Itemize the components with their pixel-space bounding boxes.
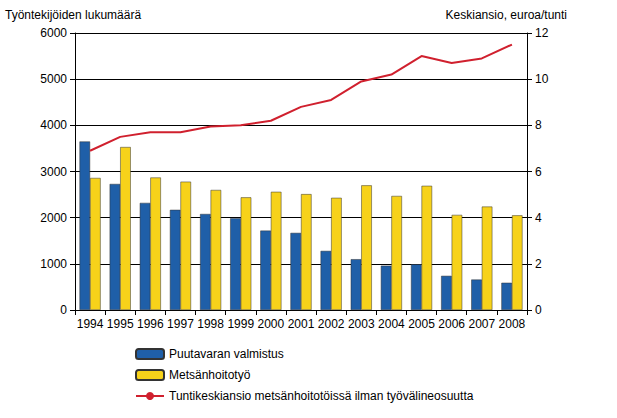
svg-text:Tuntikeskiansio metsänhoitotöi: Tuntikeskiansio metsänhoitotöissä ilman …	[169, 389, 474, 403]
svg-text:2004: 2004	[378, 317, 405, 331]
svg-text:1995: 1995	[107, 317, 134, 331]
svg-text:1994: 1994	[77, 317, 104, 331]
svg-text:1998: 1998	[197, 317, 224, 331]
svg-text:1996: 1996	[137, 317, 164, 331]
svg-text:Metsänhoitotyö: Metsänhoitotyö	[169, 368, 251, 382]
svg-text:0: 0	[60, 303, 67, 317]
svg-text:2000: 2000	[40, 211, 67, 225]
svg-text:Puutavaran valmistus: Puutavaran valmistus	[169, 347, 284, 361]
svg-text:4: 4	[535, 211, 542, 225]
svg-text:1999: 1999	[227, 317, 254, 331]
svg-text:1000: 1000	[40, 257, 67, 271]
svg-text:2005: 2005	[408, 317, 435, 331]
svg-text:8: 8	[535, 118, 542, 132]
svg-text:2001: 2001	[288, 317, 315, 331]
svg-text:6: 6	[535, 165, 542, 179]
svg-text:2002: 2002	[318, 317, 345, 331]
svg-text:1997: 1997	[167, 317, 194, 331]
svg-text:0: 0	[535, 303, 542, 317]
svg-text:2: 2	[535, 257, 542, 271]
svg-text:10: 10	[535, 72, 549, 86]
svg-text:5000: 5000	[40, 72, 67, 86]
svg-text:3000: 3000	[40, 165, 67, 179]
svg-text:2007: 2007	[468, 317, 495, 331]
svg-text:12: 12	[535, 26, 549, 40]
svg-text:Työntekijöiden lukumäärä: Työntekijöiden lukumäärä	[5, 8, 141, 22]
svg-text:2003: 2003	[348, 317, 375, 331]
svg-text:4000: 4000	[40, 118, 67, 132]
svg-text:2006: 2006	[438, 317, 465, 331]
svg-text:2008: 2008	[499, 317, 526, 331]
svg-text:2000: 2000	[258, 317, 285, 331]
svg-text:Keskiansio, euroa/tunti: Keskiansio, euroa/tunti	[446, 8, 567, 22]
svg-text:6000: 6000	[40, 26, 67, 40]
